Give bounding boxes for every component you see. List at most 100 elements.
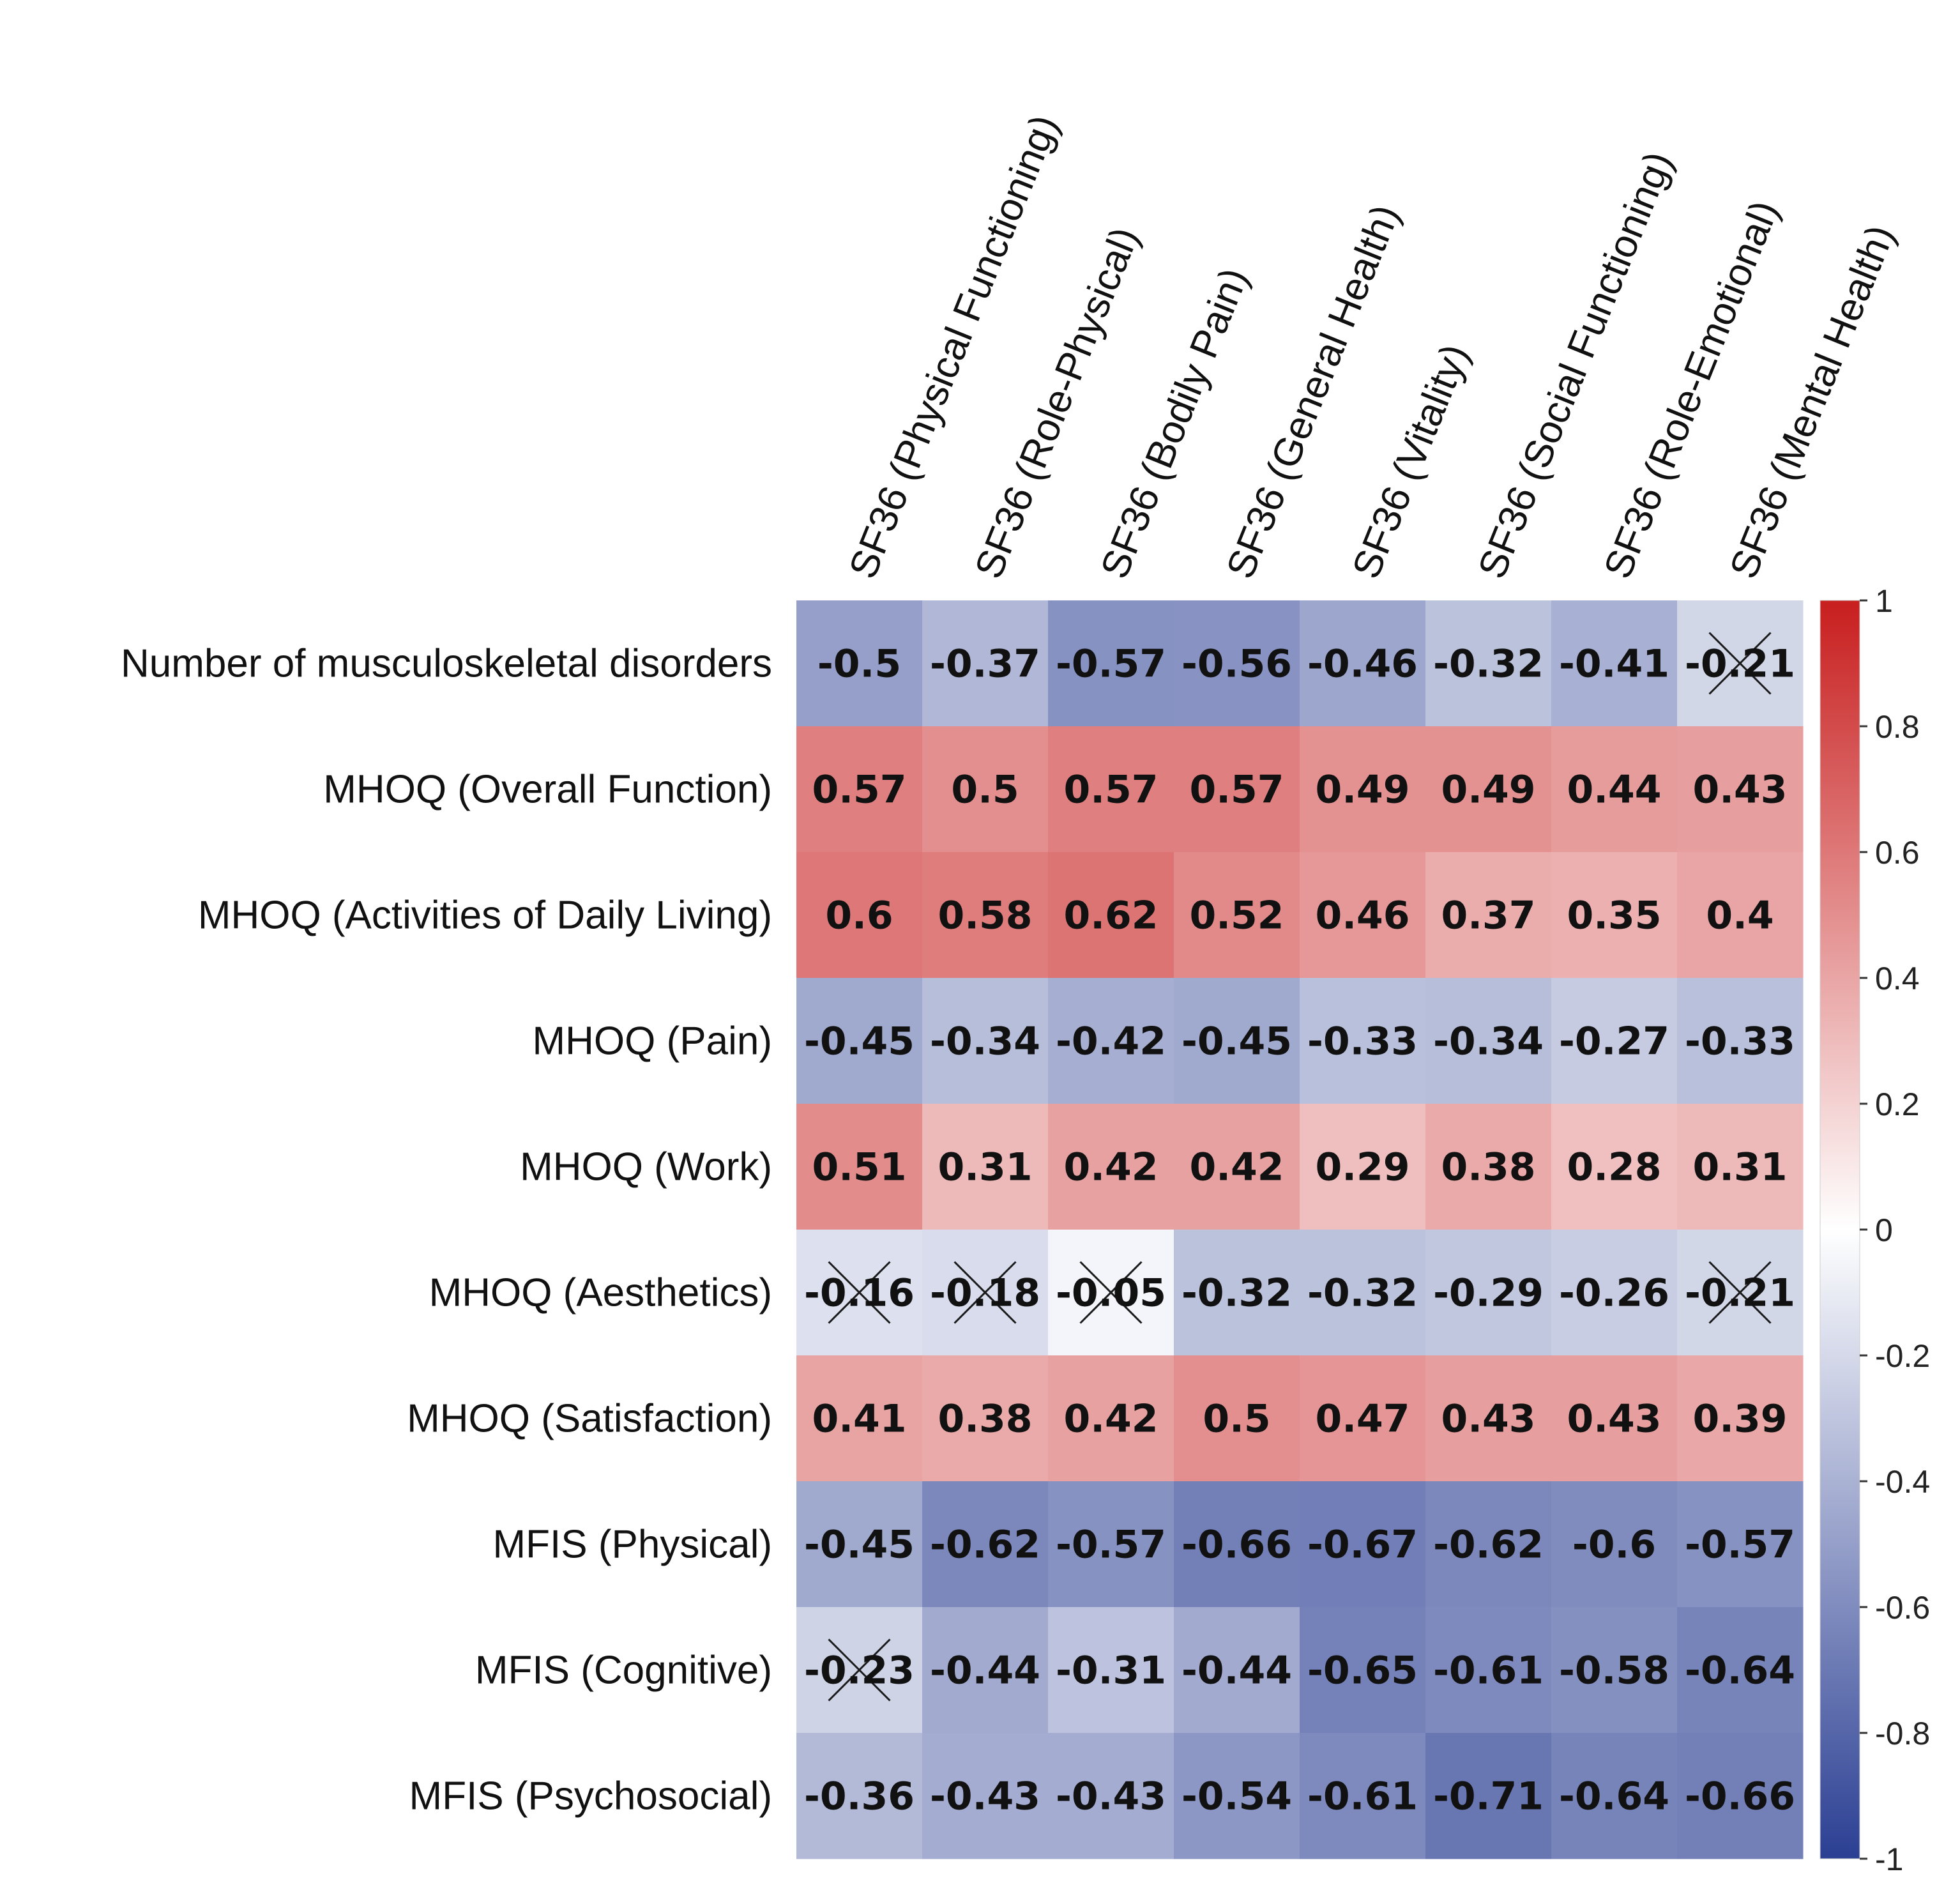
heatmap-cell	[1300, 978, 1426, 1104]
cell-value: 0.5	[1203, 1397, 1270, 1442]
heatmap-cell	[1425, 1607, 1552, 1734]
cell-value: 0.57	[1063, 768, 1158, 812]
cell-value: 0.31	[1692, 1145, 1787, 1190]
cell-value: -0.18	[930, 1271, 1040, 1316]
cell-value: -0.27	[1559, 1019, 1669, 1064]
cell-value: -0.67	[1307, 1523, 1418, 1567]
colorbar-tick-label: 0.8	[1875, 709, 1920, 745]
row-label: MHOQ (Overall Function)	[323, 768, 772, 812]
cell-value: 0.46	[1315, 894, 1409, 938]
heatmap-cell	[1551, 1607, 1678, 1734]
cell-value: -0.23	[804, 1649, 915, 1693]
cell-value: 0.41	[812, 1397, 906, 1442]
cell-value: -0.16	[804, 1271, 915, 1316]
cell-value: -0.43	[930, 1774, 1040, 1819]
cell-value: -0.33	[1307, 1019, 1418, 1064]
heatmap-cell	[922, 726, 1049, 853]
cell-value: -0.46	[1307, 642, 1418, 687]
cell-value: -0.21	[1685, 1271, 1795, 1316]
colorbar-gradient	[1819, 600, 1860, 1859]
heatmap-cell	[1677, 726, 1804, 853]
row-label: MHOQ (Aesthetics)	[429, 1271, 772, 1315]
cell-value: 0.57	[812, 768, 906, 812]
colorbar-tick-label: 1	[1875, 583, 1893, 619]
cell-value: -0.64	[1559, 1774, 1669, 1819]
cell-value: -0.44	[1181, 1649, 1292, 1693]
not-significant-marks	[828, 632, 1772, 1702]
heatmap-cell	[1551, 852, 1678, 979]
colorbar-tick-label: 0.4	[1875, 961, 1920, 996]
cell-value: -0.65	[1307, 1649, 1418, 1693]
cell-value: -0.45	[1181, 1019, 1292, 1064]
heatmap-cell	[922, 1355, 1049, 1482]
colorbar-tick-label: -0.2	[1875, 1338, 1930, 1374]
heatmap-cell	[796, 1733, 923, 1859]
heatmap-cell	[1300, 1607, 1426, 1734]
heatmap-cell	[1174, 1104, 1300, 1230]
heatmap-cell	[796, 726, 923, 853]
row-label: MFIS (Psychosocial)	[409, 1774, 772, 1818]
row-label: MFIS (Physical)	[493, 1523, 772, 1567]
cell-value: 0.49	[1441, 768, 1535, 812]
heatmap-cell	[1174, 1733, 1300, 1859]
cell-value: -0.6	[1572, 1523, 1656, 1567]
colorbar-tick-label: 0.2	[1875, 1086, 1920, 1122]
heatmap-cell	[1174, 1481, 1300, 1608]
cell-value: 0.37	[1441, 894, 1535, 938]
cell-value: -0.33	[1685, 1019, 1795, 1064]
cell-value: 0.6	[825, 894, 893, 938]
colorbar-tick-label: -1	[1875, 1841, 1903, 1877]
cell-value: -0.57	[1056, 642, 1166, 687]
heatmap-cell	[796, 852, 923, 979]
cell-value: 0.28	[1567, 1145, 1661, 1190]
heatmap-cell	[922, 1733, 1049, 1859]
cell-value: 0.42	[1189, 1145, 1284, 1190]
cell-value: -0.29	[1433, 1271, 1544, 1316]
colorbar-tick-label: -0.4	[1875, 1464, 1930, 1500]
cell-value: -0.62	[930, 1523, 1040, 1567]
cell-value: 0.5	[951, 768, 1019, 812]
not-significant-cross-icon	[828, 1261, 891, 1324]
heatmap-cell	[1425, 726, 1552, 853]
heatmap-cell	[796, 1481, 923, 1608]
cell-value: -0.66	[1685, 1774, 1795, 1819]
cell-value: -0.57	[1685, 1523, 1795, 1567]
cell-value: 0.42	[1063, 1397, 1158, 1442]
heatmap-cell	[1300, 852, 1426, 979]
heatmap-cell	[1174, 1607, 1300, 1734]
colorbar-ticks: 1 0.8 0.6 0.4 0.2 0 -0.2 -0.4 -0.6 -0.8 -1	[1860, 583, 1930, 1877]
heatmap-cell	[1677, 1733, 1804, 1859]
heatmap-cell	[1048, 1607, 1174, 1734]
heatmap-cell	[1551, 1230, 1678, 1356]
cell-value: -0.45	[804, 1523, 915, 1567]
cell-value: -0.05	[1056, 1271, 1166, 1316]
heatmap-cell	[1425, 1733, 1552, 1859]
heatmap-cell	[1677, 1481, 1804, 1608]
heatmap-cell	[1300, 1104, 1426, 1230]
heatmap-cell	[1174, 726, 1300, 853]
heatmap-cell	[1677, 1355, 1804, 1482]
cell-value: -0.44	[930, 1649, 1040, 1693]
heatmap-cells	[796, 600, 1804, 1859]
cell-value: -0.54	[1181, 1774, 1292, 1819]
row-labels: Number of musculoskeletal disorders MHOQ …	[121, 642, 772, 1818]
cell-value: 0.52	[1189, 894, 1284, 938]
cell-value: -0.5	[817, 642, 901, 687]
cell-value: 0.57	[1189, 768, 1284, 812]
heatmap-cell	[796, 600, 923, 727]
heatmap-cell	[1425, 1230, 1552, 1356]
heatmap-cell	[1551, 1104, 1678, 1230]
cell-value: -0.45	[804, 1019, 915, 1064]
cell-value: -0.56	[1181, 642, 1292, 687]
heatmap-cell	[1551, 726, 1678, 853]
heatmap-cell	[1174, 978, 1300, 1104]
cell-value: 0.58	[938, 894, 1032, 938]
heatmap-cell	[1425, 852, 1552, 979]
column-label: SF36 (Vitality)	[1344, 338, 1478, 584]
colorbar-tick-label: 0.6	[1875, 835, 1920, 871]
heatmap-cell	[1174, 1230, 1300, 1356]
cell-value: -0.71	[1433, 1774, 1544, 1819]
heatmap-cell	[796, 1104, 923, 1230]
colorbar-tick-label: -0.6	[1875, 1590, 1930, 1626]
